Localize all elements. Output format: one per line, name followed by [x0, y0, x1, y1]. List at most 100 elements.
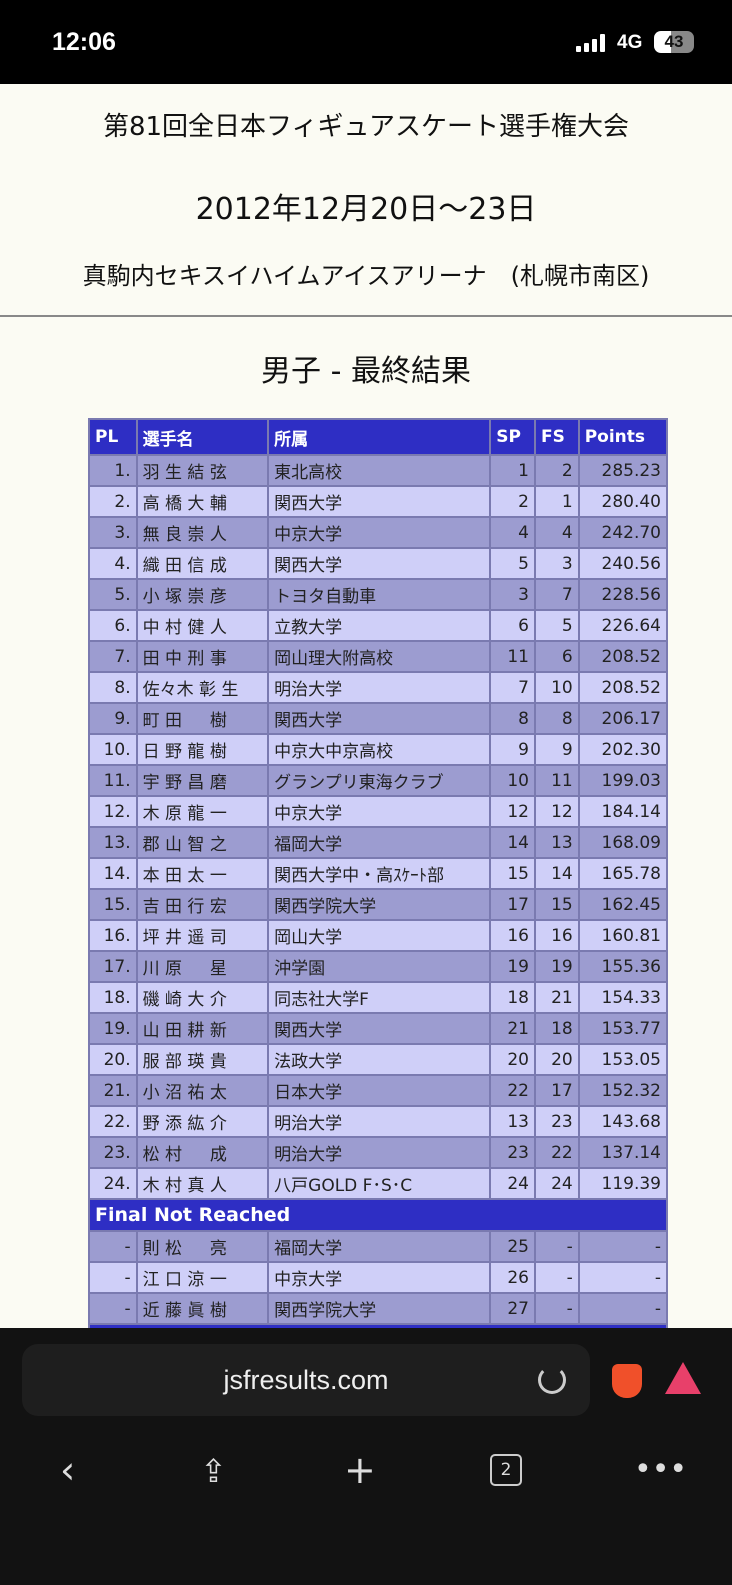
- col-name: 田 中 刑 事: [135, 640, 270, 673]
- col-affiliation: 明治大学: [267, 671, 492, 704]
- network-type: 4G: [617, 32, 643, 53]
- col-fs: 7: [533, 578, 580, 611]
- col-points: 152.32: [577, 1074, 669, 1107]
- new-tab-icon[interactable]: +: [344, 1448, 376, 1492]
- col-points: -: [577, 1261, 669, 1294]
- col-fs: 23: [533, 1105, 580, 1138]
- col-affiliation: 関西学院大学: [267, 888, 492, 921]
- final-not-reached-label: Final Not Reached: [88, 1198, 668, 1232]
- results-table: PL 選手名 所属 SP FS Points 1. 羽 生 結 弦東北高校 1 2 285.23 2…: [88, 418, 669, 1328]
- col-fs: 3: [533, 547, 580, 580]
- col-fs: 14: [533, 857, 580, 890]
- brave-shields-icon[interactable]: [612, 1364, 642, 1398]
- table-row: 23. 松 村 成明治大学 23 22 137.14: [88, 1136, 669, 1169]
- col-name: 織 田 信 成: [135, 547, 270, 580]
- col-sp: 24: [489, 1167, 536, 1200]
- col-pl: 8.: [88, 671, 138, 704]
- col-affiliation: 沖学園: [267, 950, 492, 983]
- col-points: 199.03: [577, 764, 669, 797]
- table-row: 24. 木 村 真 人八戸GOLD F･S･C 24 24 119.39: [88, 1167, 669, 1200]
- col-sp: 3: [489, 578, 536, 611]
- table-row: -江 口 涼 一中京大学 26- -: [88, 1261, 669, 1294]
- col-points: 165.78: [577, 857, 669, 890]
- col-name: 小 沼 祐 太: [135, 1074, 270, 1107]
- col-pl: 12.: [88, 795, 138, 828]
- col-affiliation: 立教大学: [267, 609, 492, 642]
- col-pl: 24.: [88, 1167, 138, 1200]
- col-name: 無 良 崇 人: [135, 516, 270, 549]
- col-fs: 6: [533, 640, 580, 673]
- col-affiliation: 福岡大学: [267, 826, 492, 859]
- col-sp: 18: [489, 981, 536, 1014]
- col-fs: 17: [533, 1074, 580, 1107]
- col-affiliation: 関西学院大学: [267, 1292, 492, 1325]
- col-pl: 13.: [88, 826, 138, 859]
- table-row: 18. 磯 崎 大 介同志社大学F 18 21 154.33: [88, 981, 669, 1014]
- col-pl: 7.: [88, 640, 138, 673]
- col-pl: 3.: [88, 516, 138, 549]
- brave-rewards-icon[interactable]: [665, 1362, 701, 1394]
- col-fs: 15: [533, 888, 580, 921]
- col-name: 小 塚 崇 彦: [135, 578, 270, 611]
- col-sp: 23: [489, 1136, 536, 1169]
- table-row: 4. 織 田 信 成関西大学 5 3 240.56: [88, 547, 669, 580]
- col-points: 226.64: [577, 609, 669, 642]
- col-points: 119.39: [577, 1167, 669, 1200]
- col-points: 154.33: [577, 981, 669, 1014]
- col-points: 153.05: [577, 1043, 669, 1076]
- col-affiliation: 東北高校: [267, 454, 492, 487]
- table-row: 21. 小 沼 祐 太日本大学 22 17 152.32: [88, 1074, 669, 1107]
- col-pl: 20.: [88, 1043, 138, 1076]
- address-bar[interactable]: jsfresults.com: [22, 1344, 590, 1416]
- back-icon[interactable]: ‹: [60, 1448, 76, 1492]
- col-fs: 18: [533, 1012, 580, 1045]
- table-row: 6. 中 村 健 人立教大学 6 5 226.64: [88, 609, 669, 642]
- col-name: 日 野 龍 樹: [135, 733, 270, 766]
- col-points: 153.77: [577, 1012, 669, 1045]
- table-row: 11. 宇 野 昌 磨グランプリ東海クラブ 10 11 199.03: [88, 764, 669, 797]
- col-name: 宇 野 昌 磨: [135, 764, 270, 797]
- col-fs: 13: [533, 826, 580, 859]
- col-pl: 17.: [88, 950, 138, 983]
- col-name: 松 村 成: [135, 1136, 270, 1169]
- tabs-button[interactable]: 2: [490, 1454, 522, 1486]
- col-sp: 20: [489, 1043, 536, 1076]
- col-fs: -: [533, 1261, 580, 1294]
- col-name: 本 田 太 一: [135, 857, 270, 890]
- col-pl: 18.: [88, 981, 138, 1014]
- col-name: 則 松 亮: [135, 1230, 270, 1263]
- col-name: 木 原 龍 一: [135, 795, 270, 828]
- col-sp: 2: [489, 485, 536, 518]
- col-affiliation: 日本大学: [267, 1074, 492, 1107]
- col-affiliation: グランプリ東海クラブ: [267, 764, 492, 797]
- col-affiliation: 中京大中京高校: [267, 733, 492, 766]
- col-name: 川 原 星: [135, 950, 270, 983]
- col-points: 208.52: [577, 640, 669, 673]
- col-pl: -: [88, 1230, 138, 1263]
- col-sp: 11: [489, 640, 536, 673]
- col-sp: 9: [489, 733, 536, 766]
- col-pl: 14.: [88, 857, 138, 890]
- more-icon[interactable]: •••: [634, 1452, 688, 1487]
- col-points: 162.45: [577, 888, 669, 921]
- col-sp: 4: [489, 516, 536, 549]
- status-bar: 12:06 4G 43: [0, 0, 732, 84]
- col-pl: 16.: [88, 919, 138, 952]
- table-row: 10. 日 野 龍 樹中京大中京高校 9 9 202.30: [88, 733, 669, 766]
- reload-icon[interactable]: [538, 1366, 566, 1394]
- col-fs: 10: [533, 671, 580, 704]
- table-row: -則 松 亮福岡大学 25- -: [88, 1230, 669, 1263]
- col-name: 町 田 樹: [135, 702, 270, 735]
- col-name: 磯 崎 大 介: [135, 981, 270, 1014]
- col-sp: 7: [489, 671, 536, 704]
- col-points: 208.52: [577, 671, 669, 704]
- col-points: 143.68: [577, 1105, 669, 1138]
- col-affiliation: 関西大学: [267, 702, 492, 735]
- share-icon[interactable]: ⇪: [200, 1452, 227, 1490]
- col-pl: 10.: [88, 733, 138, 766]
- col-sp: 5: [489, 547, 536, 580]
- col-fs: 4: [533, 516, 580, 549]
- table-row: 15. 吉 田 行 宏関西学院大学 17 15 162.45: [88, 888, 669, 921]
- col-affiliation: 関西大学: [267, 547, 492, 580]
- col-fs: 11: [533, 764, 580, 797]
